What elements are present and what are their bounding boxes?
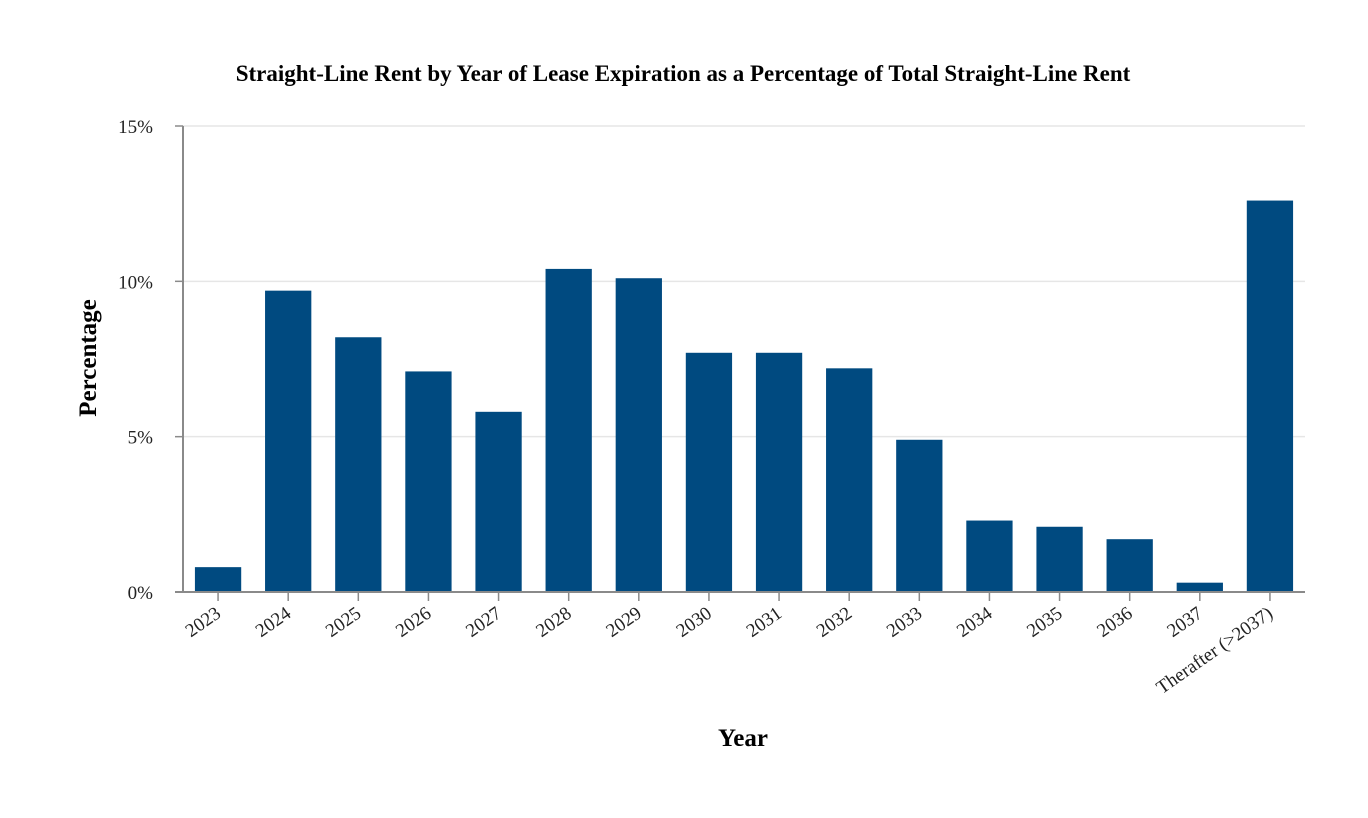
y-axis-ticks: 0% 5% 10% 15% — [118, 117, 183, 604]
y-tick-label: 5% — [128, 428, 154, 449]
x-axis-title: Year — [718, 725, 768, 752]
bar — [826, 368, 873, 592]
x-tick-label: 2035 — [1023, 603, 1066, 642]
bar — [1246, 200, 1294, 592]
x-tick-label: 2037 — [1164, 603, 1207, 642]
x-tick-label: 2029 — [603, 603, 646, 642]
bar — [475, 411, 522, 592]
y-axis-title: Percentage — [75, 299, 102, 417]
x-tick-label: 2030 — [673, 603, 716, 642]
bar — [1036, 526, 1083, 592]
y-tick-label: 10% — [118, 272, 153, 293]
x-tick-label: 2025 — [322, 603, 365, 642]
bar — [1106, 539, 1153, 592]
x-tick-label: 2033 — [883, 603, 926, 642]
bar — [615, 278, 662, 592]
bar — [966, 520, 1013, 592]
x-tick-label: 2031 — [743, 603, 786, 642]
y-tick-label: 15% — [118, 117, 153, 138]
y-tick-label: 0% — [128, 583, 154, 604]
x-tick-label: 2024 — [252, 603, 296, 642]
x-tick-label: 2023 — [182, 603, 225, 642]
x-tick-label: Therafter (>2037) — [1153, 603, 1277, 699]
bars — [194, 200, 1294, 592]
bar — [896, 439, 943, 592]
x-tick-label: 2034 — [953, 603, 997, 642]
chart-title: Straight-Line Rent by Year of Lease Expi… — [236, 61, 1131, 86]
x-tick-label: 2028 — [532, 603, 575, 642]
bar — [1176, 582, 1223, 592]
bar — [405, 371, 452, 592]
bar — [755, 352, 803, 592]
x-tick-label: 2027 — [462, 603, 505, 642]
bar — [265, 290, 312, 592]
x-tick-label: 2026 — [392, 603, 435, 642]
x-tick-label: 2032 — [813, 603, 856, 642]
bar — [545, 268, 592, 592]
x-axis-ticks: 2023 2024 2025 2026 2027 2028 2029 2030 2031 2032… — [182, 592, 1277, 699]
bar — [335, 337, 382, 592]
bar — [194, 567, 242, 592]
bar — [685, 352, 733, 592]
x-tick-label: 2036 — [1093, 603, 1136, 642]
